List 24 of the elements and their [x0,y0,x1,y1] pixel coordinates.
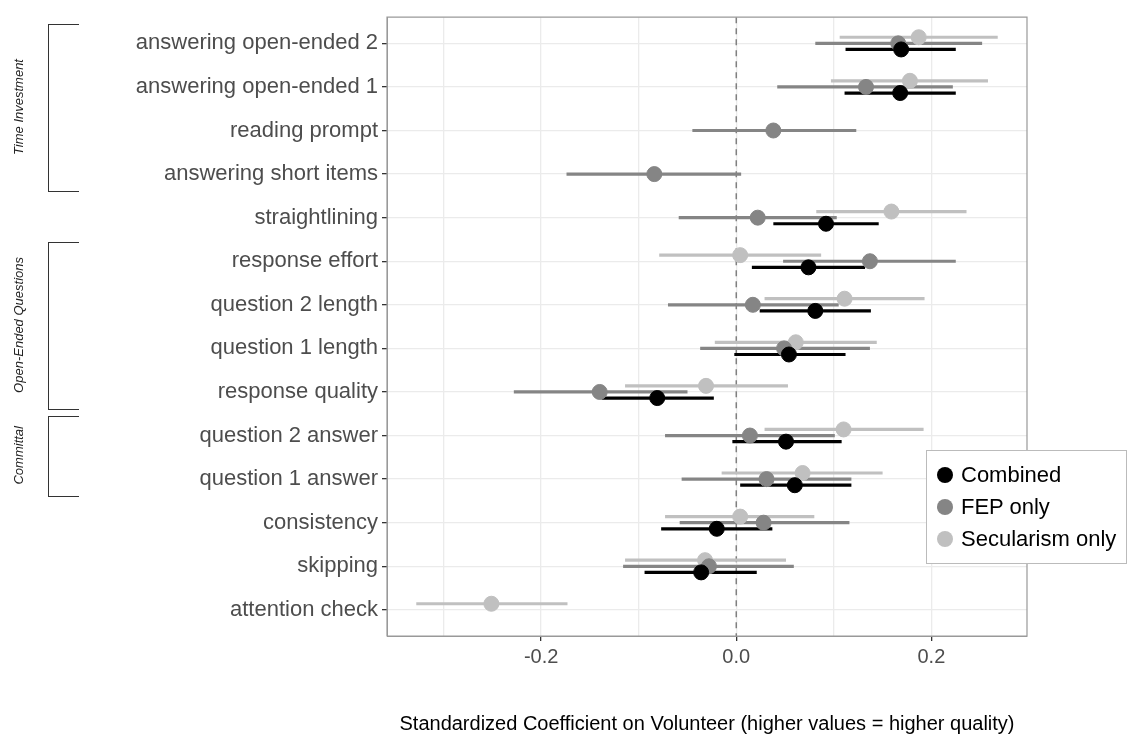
y-tick-label: response quality [217,378,378,404]
y-tick-label: response effort [231,247,378,273]
y-tick-label: consistency [263,508,378,534]
legend-label: FEP only [961,494,1050,520]
y-tick-label: reading prompt [230,116,378,142]
y-tick-label: question 1 answer [199,465,378,491]
text: Open-Ended Questions [10,256,26,393]
x-tick-label: -0.2 [523,644,559,667]
y-tick-label: attention check [230,595,379,621]
y-tick-label: answering open-ended 1 [135,72,378,98]
y-tick-label: skipping [297,552,378,578]
text: Committal [10,425,26,485]
legend-label: Secularism only [961,526,1117,552]
text: Time Investment [10,58,26,155]
y-tick-label: straightlining [254,203,378,229]
x-tick-label: 0.2 [917,644,946,667]
y-tick-label: question 1 length [210,334,378,360]
y-tick-label: question 2 length [210,290,378,316]
y-tick-label: answering short items [164,160,378,186]
y-tick-label: answering open-ended 2 [135,29,378,55]
legend-label: Combined [961,462,1062,488]
x-tick-label: 0.0 [722,644,751,667]
x-axis-title: Standardized Coefficient on Volunteer (higher values = higher quality) [399,711,1015,734]
y-tick-label: question 2 answer [199,421,378,447]
